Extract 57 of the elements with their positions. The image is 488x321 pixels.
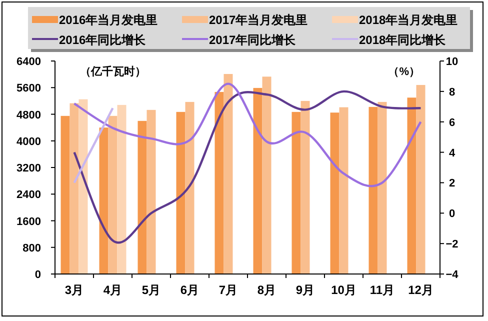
y2-tick-label: 8 bbox=[448, 86, 456, 98]
bar bbox=[138, 120, 147, 274]
x-tick-label: 11月 bbox=[370, 283, 395, 297]
bar bbox=[262, 76, 272, 274]
legend-label: 2017年同比增长 bbox=[209, 33, 297, 47]
y-tick-label: 4000 bbox=[16, 136, 41, 148]
y-tick-label: 5600 bbox=[16, 82, 41, 95]
x-tick-label: 8月 bbox=[257, 283, 276, 297]
bar bbox=[146, 110, 156, 274]
y-tick-label: 1600 bbox=[16, 216, 41, 228]
y2-axis-title: （%） bbox=[388, 66, 420, 78]
bar bbox=[176, 112, 186, 274]
x-tick-label: 5月 bbox=[142, 283, 161, 297]
bar bbox=[224, 74, 233, 274]
bar bbox=[185, 102, 194, 274]
bar bbox=[117, 104, 126, 274]
x-tick-label: 4月 bbox=[103, 283, 122, 297]
bar bbox=[339, 107, 348, 274]
legend-label: 2018年同比增长 bbox=[359, 33, 447, 47]
x-tick-label: 7月 bbox=[218, 283, 238, 297]
y-axis-title: （亿千瓦时） bbox=[80, 65, 146, 78]
bar bbox=[108, 116, 118, 274]
y-tick-label: 800 bbox=[22, 242, 41, 254]
x-tick-label: 12月 bbox=[408, 283, 434, 297]
x-tick-label: 6月 bbox=[180, 283, 200, 297]
bar bbox=[60, 116, 70, 274]
bar bbox=[330, 112, 340, 274]
bar bbox=[368, 106, 378, 274]
bar bbox=[416, 84, 426, 274]
legend-label: 2018年当月发电里 bbox=[359, 13, 458, 27]
y-tick-label: 0 bbox=[34, 269, 41, 281]
y-tick-label: 4800 bbox=[16, 109, 41, 122]
y-tick-label: 6400 bbox=[16, 56, 41, 68]
bar bbox=[70, 103, 79, 274]
y-tick-label: 2400 bbox=[16, 189, 41, 202]
legend-label: 2017年当月发电里 bbox=[209, 13, 308, 27]
bar bbox=[407, 98, 416, 274]
bar bbox=[99, 128, 108, 274]
y2-tick-label: 2 bbox=[448, 178, 456, 190]
bar bbox=[253, 88, 262, 274]
legend-label: 2016年当月发电里 bbox=[59, 13, 158, 27]
y2-tick-label: 10 bbox=[446, 56, 458, 68]
legend-label: 2016年同比增长 bbox=[59, 33, 147, 47]
bar bbox=[214, 92, 224, 274]
y2-tick-label: 4 bbox=[448, 147, 456, 160]
y2-tick-label: 0 bbox=[448, 208, 456, 220]
x-tick-label: 3月 bbox=[64, 283, 84, 297]
x-tick-label: 9月 bbox=[296, 283, 315, 297]
y2-tick-label: 6 bbox=[448, 116, 456, 129]
bar bbox=[378, 102, 387, 274]
y2-tick-label: −4 bbox=[446, 269, 460, 281]
x-tick-label: 10月 bbox=[331, 283, 356, 297]
y-tick-label: 3200 bbox=[16, 162, 41, 174]
bar bbox=[300, 100, 310, 274]
bar bbox=[292, 112, 301, 274]
y2-tick-label: −2 bbox=[446, 238, 458, 251]
bar bbox=[78, 99, 88, 274]
